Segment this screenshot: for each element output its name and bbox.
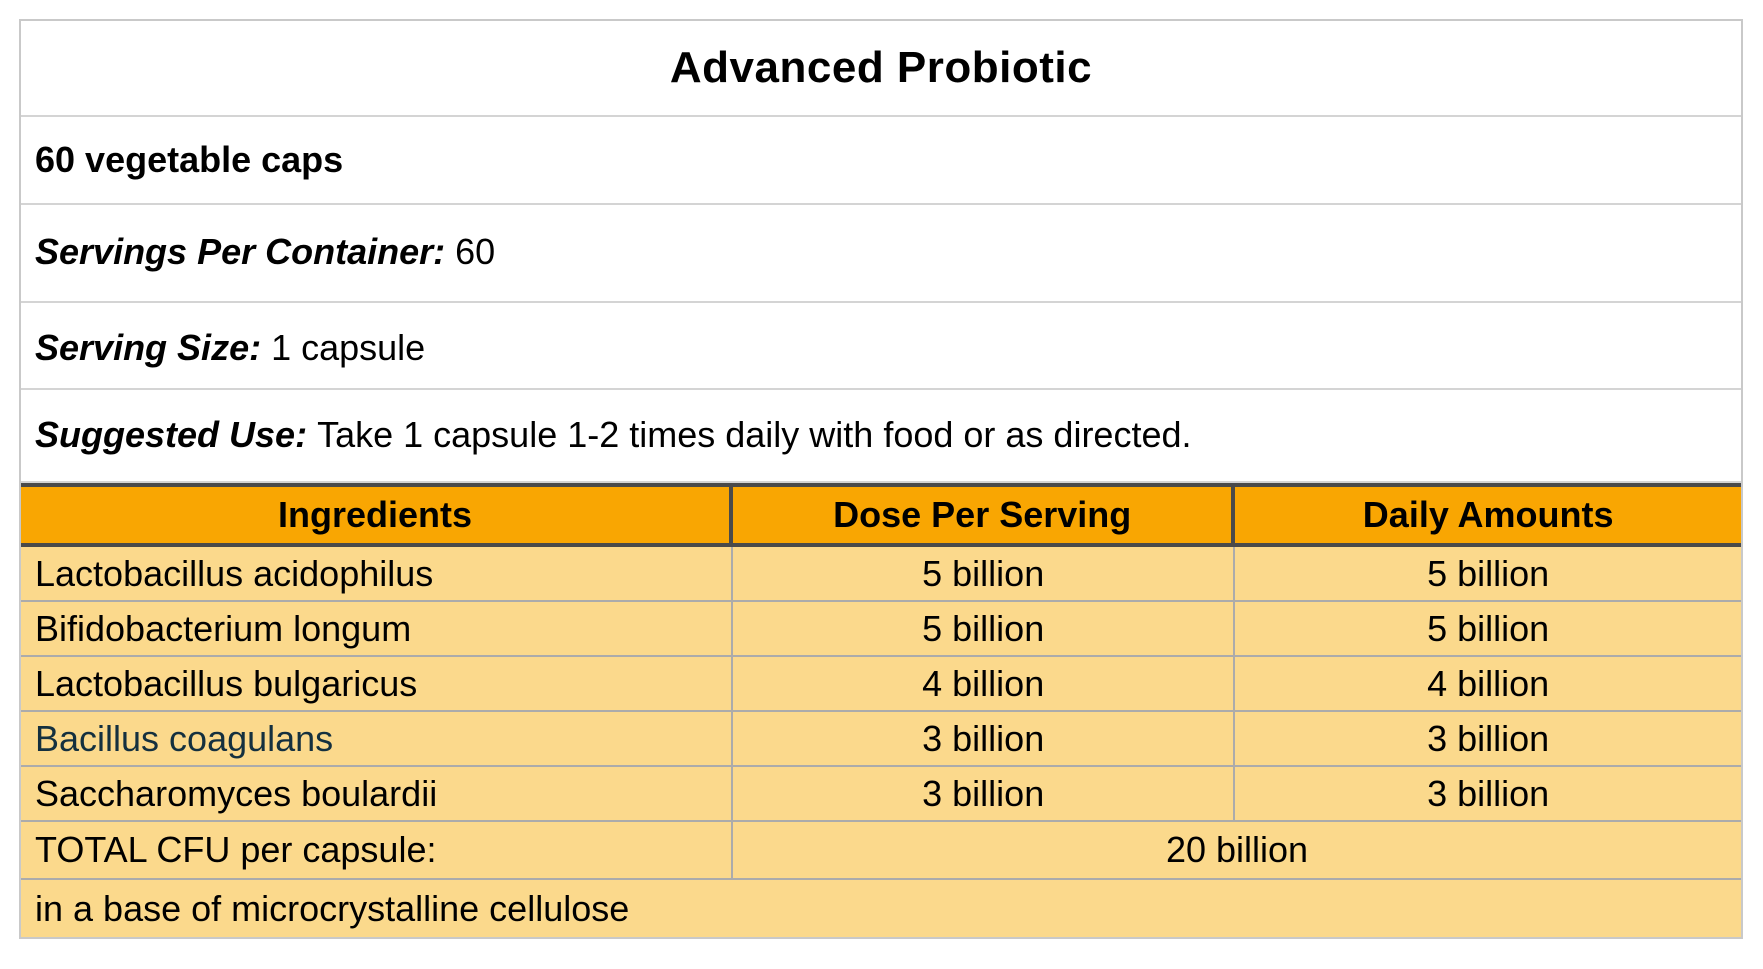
- table-row: Bacillus coagulans 3 billion 3 billion: [21, 712, 1741, 767]
- ingredient-dose: 5 billion: [733, 602, 1236, 655]
- total-cfu-row: TOTAL CFU per capsule: 20 billion: [21, 822, 1741, 880]
- table-row: Lactobacillus acidophilus 5 billion 5 bi…: [21, 547, 1741, 602]
- base-note-row: in a base of microcrystalline cellulose: [21, 880, 1741, 937]
- header-daily-amounts: Daily Amounts: [1362, 494, 1614, 535]
- ingredient-name: Bifidobacterium longum: [21, 602, 734, 655]
- servings-per-container-label: Servings Per Container:: [35, 231, 446, 272]
- suggested-use-label: Suggested Use:: [35, 414, 308, 455]
- suggested-use-value: Take 1 capsule 1-2 times daily with food…: [317, 414, 1192, 455]
- ingredient-daily: 4 billion: [1427, 662, 1550, 704]
- suggested-use-row: Suggested Use: Take 1 capsule 1-2 times …: [21, 390, 1741, 483]
- quantity-row: 60 vegetable caps: [21, 117, 1741, 205]
- table-row: Lactobacillus bulgaricus 4 billion 4 bil…: [21, 657, 1741, 712]
- total-cfu-value: 20 billion: [1165, 829, 1309, 870]
- ingredients-table-header: Ingredients Dose Per Serving Daily Amoun…: [21, 483, 1741, 547]
- ingredients-table-body: Lactobacillus acidophilus 5 billion 5 bi…: [21, 547, 1741, 937]
- ingredient-dose: 4 billion: [733, 657, 1236, 710]
- serving-size-label: Serving Size:: [35, 327, 262, 368]
- ingredient-daily: 5 billion: [1427, 607, 1550, 649]
- total-cfu-label: TOTAL CFU per capsule:: [21, 822, 734, 878]
- title-row: Advanced Probiotic: [21, 21, 1741, 117]
- serving-size-value: 1 capsule: [271, 327, 426, 368]
- servings-per-container-value: 60: [455, 231, 496, 272]
- quantity-text: 60 vegetable caps: [35, 139, 344, 180]
- table-row: Saccharomyces boulardii 3 billion 3 bill…: [21, 767, 1741, 822]
- ingredient-name: Lactobacillus acidophilus: [21, 547, 734, 600]
- ingredient-daily: 3 billion: [1427, 717, 1550, 759]
- ingredient-daily: 3 billion: [1427, 772, 1550, 814]
- ingredient-name: Lactobacillus bulgaricus: [21, 657, 734, 710]
- ingredient-dose: 3 billion: [733, 712, 1236, 765]
- product-title: Advanced Probiotic: [669, 43, 1093, 92]
- supplement-facts-label: Advanced Probiotic 60 vegetable caps Ser…: [19, 19, 1743, 939]
- base-note-text: in a base of microcrystalline cellulose: [35, 887, 630, 929]
- header-dose-per-serving: Dose Per Serving: [733, 487, 1236, 543]
- ingredient-name-link[interactable]: Bacillus coagulans: [21, 712, 734, 765]
- ingredient-name: Saccharomyces boulardii: [21, 767, 734, 820]
- ingredient-daily: 5 billion: [1427, 552, 1550, 594]
- ingredient-dose: 5 billion: [733, 547, 1236, 600]
- table-row: Bifidobacterium longum 5 billion 5 billi…: [21, 602, 1741, 657]
- header-ingredients: Ingredients: [21, 487, 734, 543]
- serving-size-row: Serving Size: 1 capsule: [21, 303, 1741, 390]
- ingredient-dose: 3 billion: [733, 767, 1236, 820]
- servings-per-container-row: Servings Per Container: 60: [21, 205, 1741, 303]
